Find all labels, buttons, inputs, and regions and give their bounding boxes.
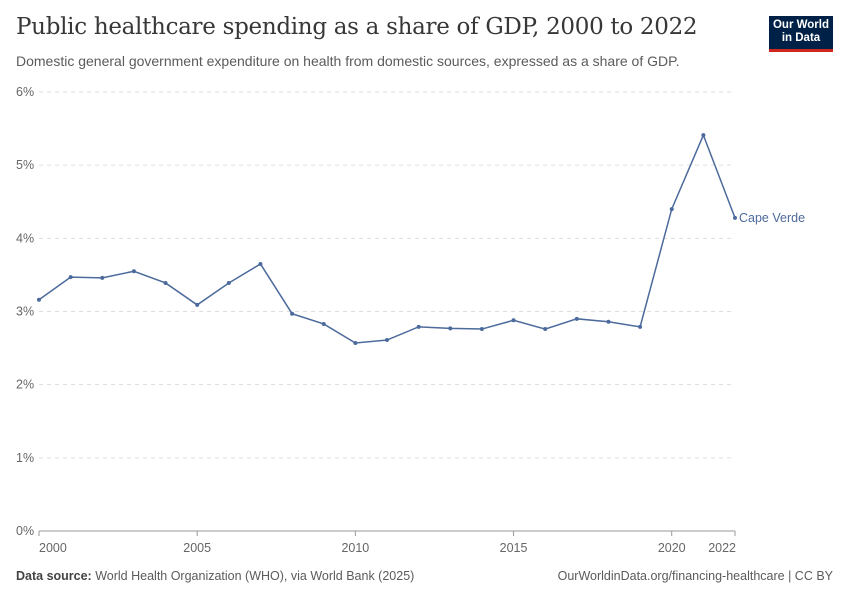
chart-title: Public healthcare spending as a share of… [16,14,698,40]
data-point [701,133,706,138]
source-url[interactable]: OurWorldinData.org/financing-healthcare … [557,569,833,583]
data-point [195,302,200,307]
data-point [479,327,484,332]
y-tick-label: 1% [16,451,34,465]
y-tick-label: 3% [16,305,34,319]
data-point [416,324,421,329]
source-text: World Health Organization (WHO), via Wor… [95,569,415,583]
data-point [226,280,231,285]
data-point [353,340,358,345]
source-label: Data source: [16,569,92,583]
data-point [733,215,737,220]
x-tick-label: 2022 [708,541,736,555]
data-point [100,275,105,280]
y-tick-label: 0% [16,524,34,538]
data-point [68,275,73,280]
data-point [669,207,674,212]
data-point [448,326,453,331]
data-point [290,311,295,316]
data-point [163,280,168,285]
y-tick-label: 2% [16,378,34,392]
data-point [638,324,643,329]
data-point [606,319,611,324]
data-point [511,318,516,323]
data-point [37,297,41,302]
y-tick-label: 4% [16,231,34,245]
y-tick-label: 5% [16,158,34,172]
data-point [543,327,548,332]
x-tick-label: 2005 [183,541,211,555]
data-point [321,321,326,326]
data-point [385,338,389,343]
x-tick-label: 2020 [658,541,686,555]
series-label: Cape Verde [739,211,805,225]
x-tick-label: 2015 [500,541,528,555]
x-tick-label: 2010 [341,541,369,555]
x-tick-label: 2000 [39,541,67,555]
y-tick-label: 6% [16,85,34,99]
data-point [574,316,579,321]
chart-subtitle: Domestic general government expenditure … [16,53,680,69]
data-point [258,261,263,266]
data-point [131,269,136,274]
data-source: Data source: World Health Organization (… [16,569,414,583]
owid-logo[interactable]: Our World in Data [769,16,833,52]
